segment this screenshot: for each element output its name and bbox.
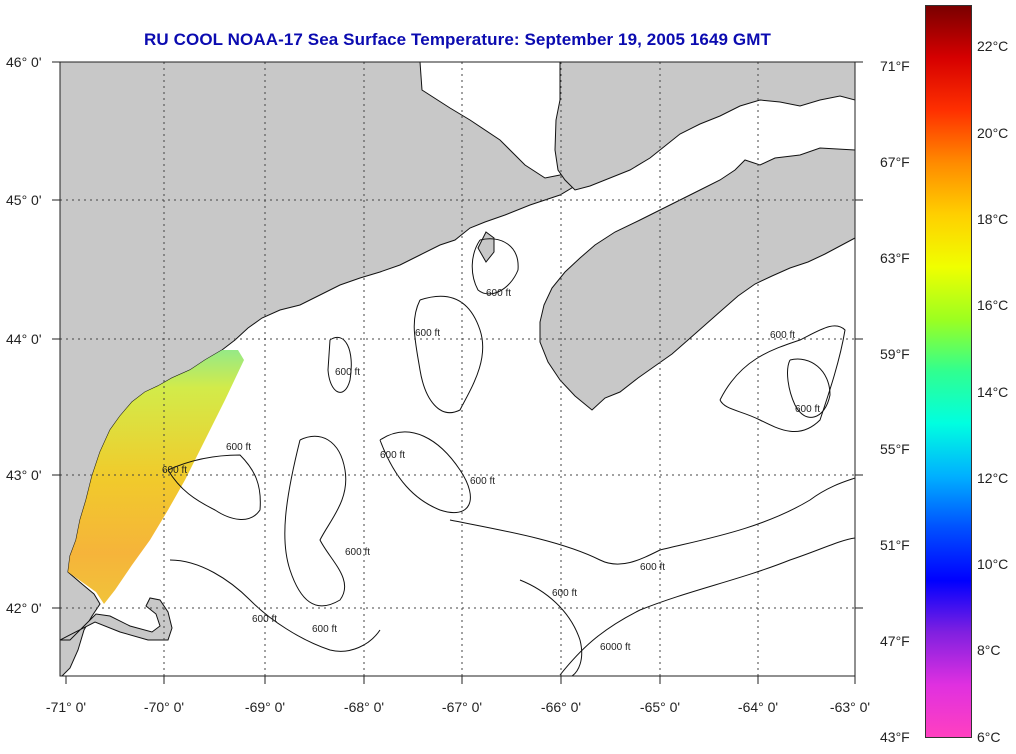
contour-label: 600 ft xyxy=(162,465,187,476)
contour-label: 600 ft xyxy=(770,330,795,341)
land-nova-scotia xyxy=(539,147,855,411)
colorbar-celsius-label: 16°C xyxy=(977,297,1009,313)
colorbar-celsius-label: 10°C xyxy=(977,556,1009,572)
contour-label: 6000 ft xyxy=(600,642,631,653)
lon-label: -67° 0' xyxy=(442,699,482,715)
land-cape-cod xyxy=(60,597,173,641)
colorbar-fahrenheit-label: 55°F xyxy=(880,441,910,457)
lat-label: 42° 0' xyxy=(6,600,42,616)
contour-label: 600 ft xyxy=(312,624,337,635)
colorbar-fahrenheit-label: 43°F xyxy=(880,729,910,745)
lon-label: -69° 0' xyxy=(245,699,285,715)
colorbar-fahrenheit-label: 47°F xyxy=(880,633,910,649)
colorbar-celsius-label: 18°C xyxy=(977,211,1009,227)
colorbar-gradient xyxy=(926,6,971,737)
land-new-brunswick xyxy=(554,62,855,191)
colorbar-fahrenheit-label: 67°F xyxy=(880,154,910,170)
contour-label: 600 ft xyxy=(226,442,251,453)
colorbar-fahrenheit-label: 63°F xyxy=(880,250,910,266)
sst-swath xyxy=(68,350,244,604)
lat-label: 46° 0' xyxy=(6,54,42,70)
graticule xyxy=(60,62,855,676)
contour-label: 600 ft xyxy=(470,476,495,487)
lon-label: -66° 0' xyxy=(541,699,581,715)
contour-label: 600 ft xyxy=(380,450,405,461)
contour-label: 600 ft xyxy=(552,588,577,599)
map-frame xyxy=(59,61,856,677)
contour-label: 600 ft xyxy=(640,562,665,573)
land-grand-manan xyxy=(477,231,495,263)
lat-label: 45° 0' xyxy=(6,192,42,208)
contour-label: 600 ft xyxy=(345,547,370,558)
colorbar-celsius-label: 6°C xyxy=(977,729,1001,745)
map-title: RU COOL NOAA-17 Sea Surface Temperature:… xyxy=(144,30,771,49)
contour-label: 600 ft xyxy=(795,404,820,415)
colorbar-fahrenheit-label: 51°F xyxy=(880,537,910,553)
lon-label: -63° 0' xyxy=(830,699,870,715)
colorbar-fahrenheit-label: 59°F xyxy=(880,346,910,362)
colorbar-celsius-label: 22°C xyxy=(977,38,1009,54)
lon-label: -68° 0' xyxy=(344,699,384,715)
colorbar-celsius-label: 20°C xyxy=(977,125,1009,141)
lat-label: 43° 0' xyxy=(6,467,42,483)
contour-label: 600 ft xyxy=(486,288,511,299)
colorbar-celsius-label: 14°C xyxy=(977,384,1009,400)
temperature-colorbar xyxy=(925,5,972,738)
lon-label: -64° 0' xyxy=(738,699,778,715)
lat-label: 44° 0' xyxy=(6,331,42,347)
colorbar-fahrenheit-label: 71°F xyxy=(880,58,910,74)
contour-label: 600 ft xyxy=(252,614,277,625)
lon-label: -65° 0' xyxy=(640,699,680,715)
colorbar-celsius-label: 12°C xyxy=(977,470,1009,486)
lon-label: -70° 0' xyxy=(144,699,184,715)
contour-label: 600 ft xyxy=(335,367,360,378)
lon-label: -71° 0' xyxy=(46,699,86,715)
colorbar-celsius-label: 8°C xyxy=(977,642,1001,658)
contour-label: 600 ft xyxy=(415,328,440,339)
